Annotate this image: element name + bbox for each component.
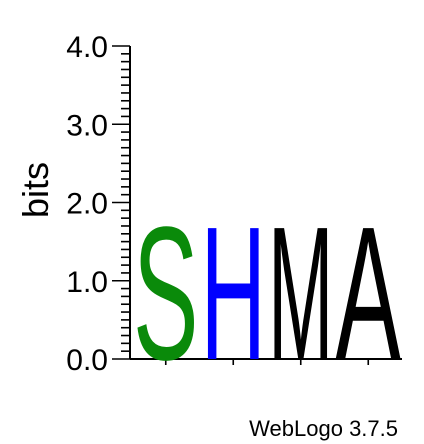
weblogo-credit: WebLogo 3.7.5: [249, 416, 398, 441]
logo-letter-M: M: [268, 186, 333, 399]
y-tick-label: 2.0: [66, 188, 108, 221]
y-tick-label: 3.0: [66, 109, 108, 142]
logo-letter-H: H: [201, 187, 266, 400]
x-axis: [130, 358, 402, 365]
y-tick-labels: 0.0 1.0 2.0 3.0 4.0: [66, 31, 108, 377]
logo-letter-A: A: [336, 188, 401, 401]
y-axis-title: bits: [15, 162, 56, 218]
y-tick-label: 4.0: [66, 31, 108, 64]
logo-letter-S: S: [133, 188, 198, 400]
y-tick-label: 1.0: [66, 266, 108, 299]
y-axis: [112, 45, 131, 360]
y-tick-label: 0.0: [66, 344, 108, 377]
